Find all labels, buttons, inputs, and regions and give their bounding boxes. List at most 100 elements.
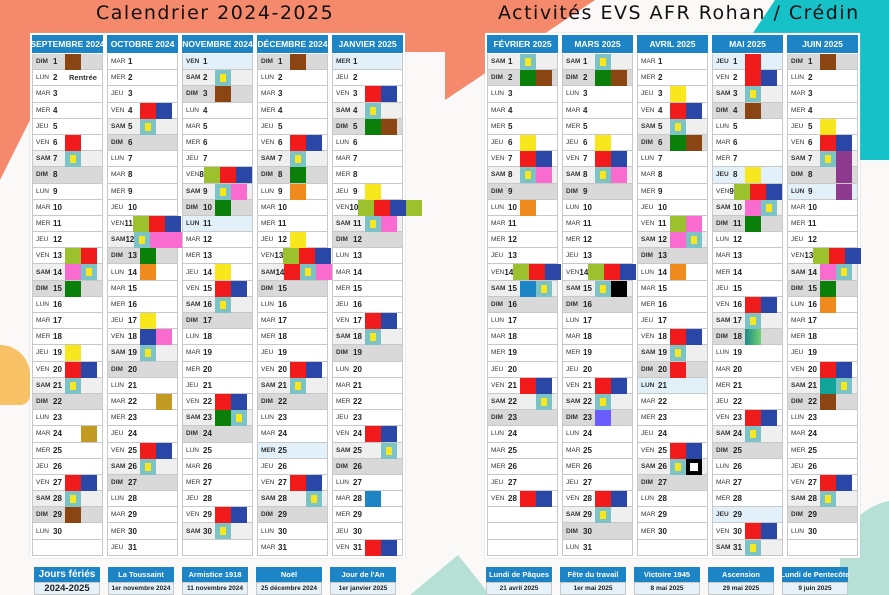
weekday-label: MER <box>186 139 201 147</box>
weekday-label: SAM <box>111 122 126 130</box>
activity-red-marker <box>284 264 301 281</box>
weekday-label: VEN <box>716 300 730 308</box>
holiday-card: Armistice 1918 11 novembre 2024 <box>182 567 248 595</box>
weekday-label: JEU <box>111 430 124 438</box>
empty-day-cell <box>787 539 858 556</box>
day-number: 26 <box>353 461 362 471</box>
weekday-label: DIM <box>186 317 198 325</box>
empty-day-cell <box>487 539 558 556</box>
day-row: MER 25 <box>787 442 858 459</box>
day-number: 27 <box>658 477 667 487</box>
day-row: LUN 31 <box>562 539 633 556</box>
day-number: 14 <box>579 267 589 277</box>
day-row: LUN 27 <box>332 474 403 492</box>
activity-markers <box>595 54 611 70</box>
day-row: JEU 23 <box>332 410 403 427</box>
day-row: LUN 6 <box>332 134 403 152</box>
weekday-label: MAR <box>36 317 51 325</box>
day-number: 3 <box>353 89 358 99</box>
day-row: DIM 22 <box>257 393 328 411</box>
weekday-label: LUN <box>261 187 275 195</box>
weekday-label: SAM <box>186 187 201 195</box>
activity-lime-marker <box>734 183 750 200</box>
weekday-label: VEN <box>186 284 200 292</box>
day-row: VEN 21 <box>487 377 558 394</box>
weekday-label: VEN <box>791 252 805 260</box>
day-row: MER 21 <box>712 377 783 394</box>
weekday-label: LUN <box>261 527 275 535</box>
activity-pink-marker <box>65 264 81 281</box>
activity-lime-marker <box>132 215 149 232</box>
weekday-label: MAR <box>36 203 51 211</box>
day-number: 2 <box>508 73 513 83</box>
weekday-label: JEU <box>111 203 124 211</box>
weekday-label: VEN <box>186 58 200 66</box>
day-number: 1 <box>508 57 513 67</box>
weekday-label: JEU <box>791 236 804 244</box>
day-row: VEN 30 <box>712 523 783 540</box>
day-row: LUN 30 <box>787 523 858 540</box>
activity-markers <box>65 345 81 362</box>
day-number: 14 <box>733 267 742 277</box>
day-row: MER 19 <box>562 345 633 362</box>
day-row: DIM 4 <box>712 102 783 119</box>
day-number: 24 <box>353 429 362 439</box>
day-row: MAR 17 <box>32 313 103 330</box>
weekday-label: LUN <box>791 74 805 82</box>
marker-spacer <box>140 394 156 410</box>
activity-red-marker <box>65 361 81 378</box>
weekday-label: MER <box>641 300 656 308</box>
weekday-label: MAR <box>36 90 51 98</box>
weekday-label: VEN <box>261 252 275 260</box>
activity-markers <box>820 377 852 394</box>
weekday-label: SAM <box>716 430 731 438</box>
day-number: 30 <box>278 526 287 536</box>
day-row: VEN 28 <box>562 491 633 508</box>
month-column: AVRIL 2025 MAR 1 MER 2 JEU 3 VEN 4 SAM 5 DIM 6 LUN 7 MA… <box>637 35 708 556</box>
day-row: MER 25 <box>257 442 328 459</box>
holiday-card: Jours fériés 2024-2025 <box>34 567 100 595</box>
activity-yellow-marker <box>81 264 97 281</box>
weekday-label: LUN <box>36 187 50 195</box>
activity-pink-marker <box>156 329 172 346</box>
day-number: 24 <box>658 429 667 439</box>
weekday-label: VEN <box>641 219 655 227</box>
day-number: 15 <box>508 283 517 293</box>
activity-red-marker <box>529 264 546 281</box>
weekday-label: LUN <box>261 300 275 308</box>
day-number: 20 <box>808 364 817 374</box>
weekday-label: SAM <box>36 381 51 389</box>
activity-brown-marker <box>65 507 81 524</box>
day-row: JEU 6 <box>487 134 558 152</box>
holiday-card: Fête du travail 1er mai 2025 <box>560 567 626 595</box>
day-number: 22 <box>53 397 62 407</box>
day-number: 25 <box>53 445 62 455</box>
activity-markers <box>513 264 562 281</box>
activity-red-marker <box>745 54 761 70</box>
activity-markers <box>358 199 423 216</box>
day-row: LUN 30 <box>257 523 328 540</box>
weekday-label: SAM <box>36 495 51 503</box>
day-row: MER 28 <box>712 491 783 508</box>
weekday-label: DIM <box>566 527 578 535</box>
activity-red-marker <box>65 474 81 491</box>
day-row: MAR 7 <box>332 151 403 168</box>
activity-markers <box>365 313 397 329</box>
activity-blue-marker <box>761 70 777 87</box>
day-number: 9 <box>658 186 663 196</box>
day-row: VEN 31 <box>332 539 403 556</box>
month-column: FÉVRIER 2025 SAM 1 DIM 2 LUN 3 MAR 4 MER 5 JEU 6 VEN 7… <box>487 35 562 556</box>
holiday-card: Ascension 29 mai 2025 <box>708 567 774 595</box>
weekday-label: JEU <box>36 462 49 470</box>
weekday-label: DIM <box>186 90 198 98</box>
weekday-label: SAM <box>716 90 731 98</box>
day-row: SAM 3 <box>712 86 783 103</box>
page-title-right: Activités EVS AFR Rohan / Crédin <box>498 2 860 24</box>
day-row: MER 16 <box>637 296 708 313</box>
day-row: MAR 25 <box>562 442 633 459</box>
activity-yellow-marker <box>595 167 611 184</box>
activity-yellow-marker <box>761 199 777 216</box>
activity-yellow-marker <box>365 215 381 232</box>
weekday-label: JEU <box>791 349 804 357</box>
day-row: VEN 6 <box>257 134 328 152</box>
